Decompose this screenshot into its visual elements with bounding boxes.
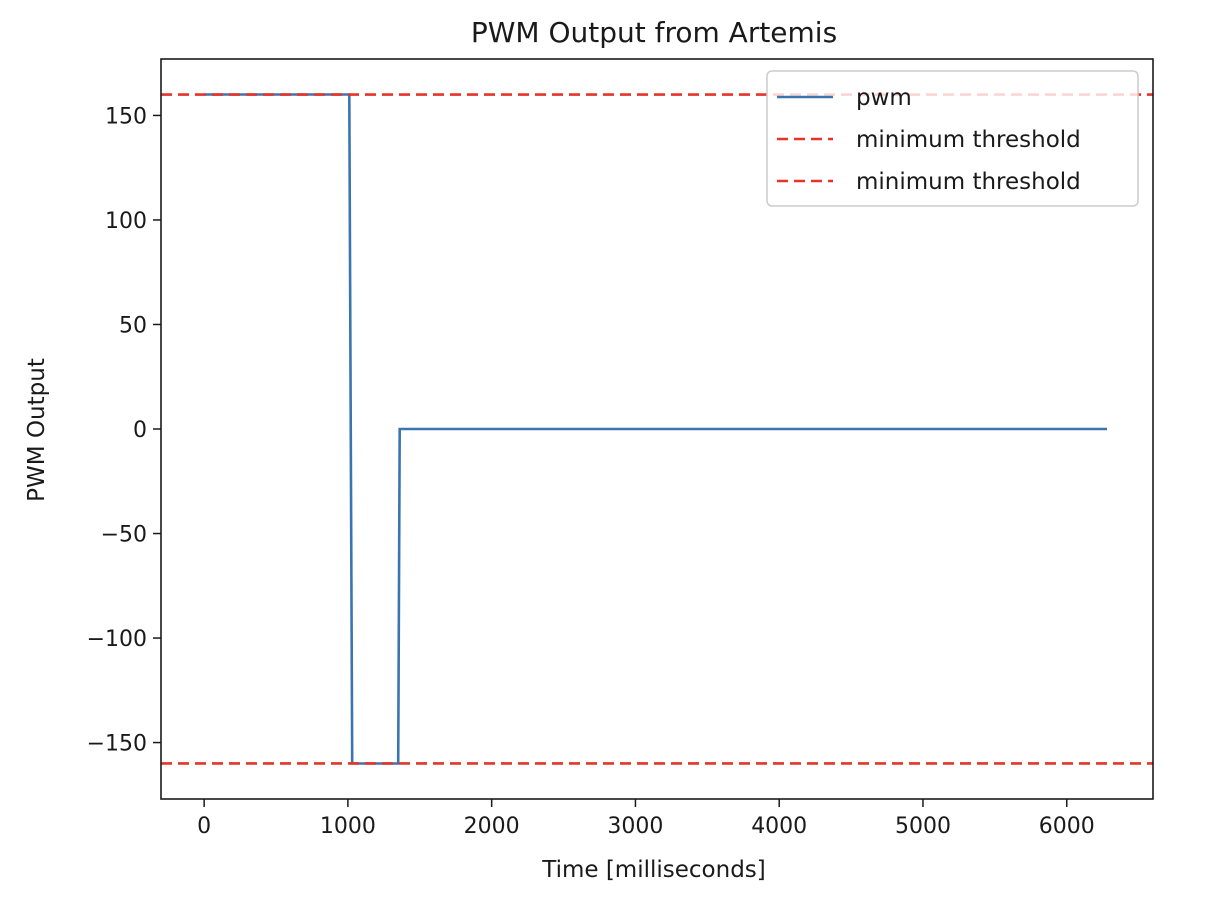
y-axis: 150 100 50 0 −50 −100 −150 (87, 104, 161, 757)
x-axis-label: Time [milliseconds] (541, 857, 766, 883)
y-tick-label: −50 (101, 523, 147, 548)
y-axis-label: PWM Output (24, 358, 50, 502)
y-tick-label: 50 (119, 313, 147, 338)
y-tick-label: 0 (133, 418, 147, 443)
x-tick-label: 3000 (607, 814, 663, 839)
legend-label-2: minimum threshold (856, 169, 1081, 195)
legend-label-0: pwm (856, 85, 912, 111)
y-tick-label: −100 (87, 627, 147, 652)
x-tick-label: 4000 (751, 814, 807, 839)
y-tick-label: −150 (87, 732, 147, 757)
y-tick-label: 100 (105, 209, 147, 234)
x-tick-label: 1000 (320, 814, 376, 839)
y-tick-label: 150 (105, 104, 147, 129)
plot-frame (160, 58, 1154, 800)
legend-box (766, 70, 1139, 207)
legend-label-1: minimum threshold (856, 127, 1081, 153)
x-axis: 0 1000 2000 3000 4000 5000 6000 (197, 799, 1095, 839)
x-tick-label: 5000 (895, 814, 951, 839)
x-tick-label: 0 (197, 814, 211, 839)
x-tick-label: 6000 (1039, 814, 1095, 839)
chart-title: PWM Output from Artemis (471, 16, 837, 49)
legend: pwm minimum threshold minimum threshold (766, 70, 1139, 207)
x-tick-label: 2000 (464, 814, 520, 839)
